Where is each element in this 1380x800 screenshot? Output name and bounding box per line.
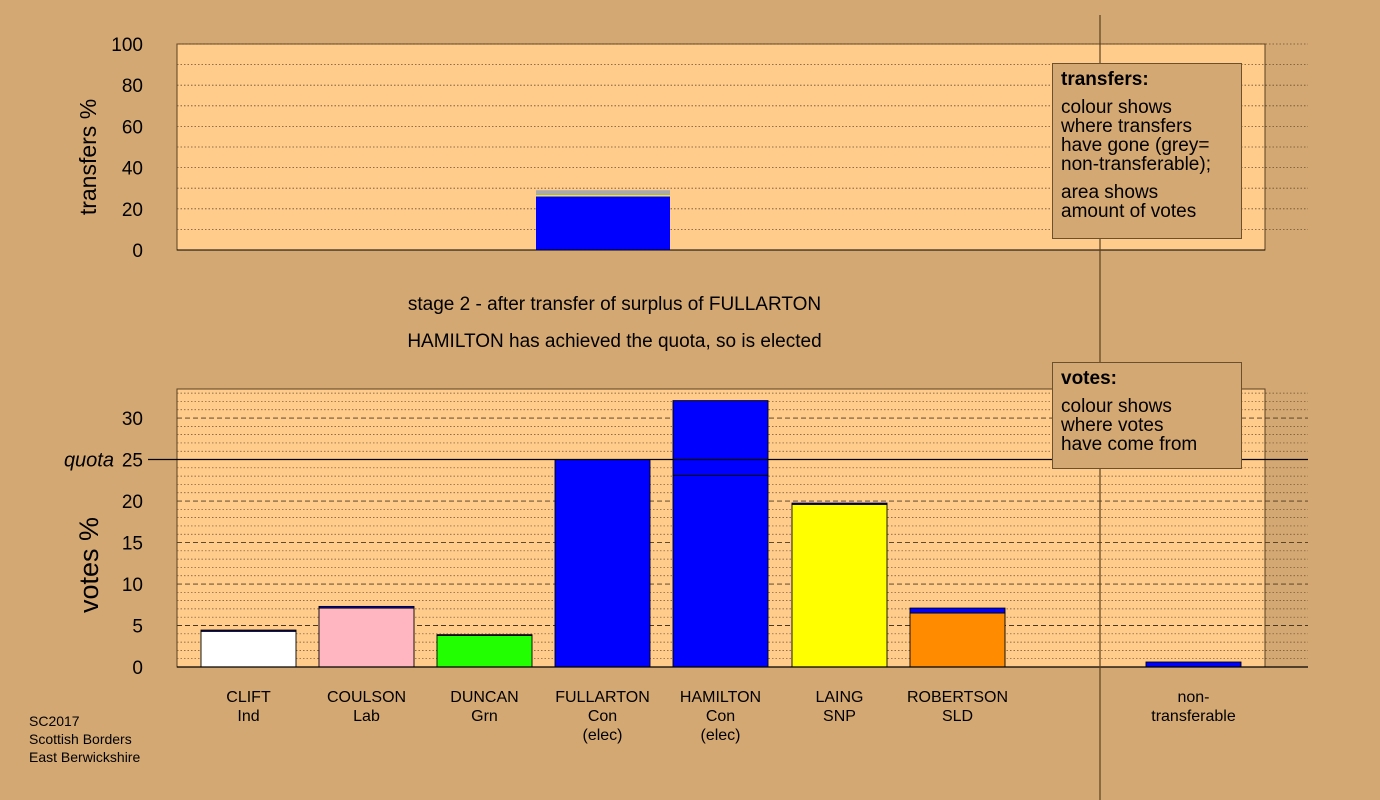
legend-line: non-transferable);	[1061, 154, 1211, 175]
transfer-bar-segment	[536, 190, 670, 196]
vote-bar-segment	[436, 634, 533, 636]
quota-label: quota	[64, 450, 114, 472]
footer: SC2017 Scottish Borders East Berwickshir…	[29, 712, 140, 766]
vote-bar-segment	[909, 607, 1006, 614]
candidate-party-label: Con	[706, 708, 735, 725]
nontransferable-bar-segment	[1145, 661, 1242, 668]
transfers-y-tick-label: 60	[122, 117, 143, 138]
nontransferable-label: non-	[1177, 689, 1209, 706]
vote-bar-segment	[672, 400, 769, 476]
candidate-name-label: CLIFT	[226, 689, 271, 706]
candidate-name-label: ROBERTSON	[907, 689, 1008, 706]
transfers-y-tick-label: 100	[111, 35, 143, 56]
candidate-name-label: LAING	[815, 689, 863, 706]
transfer-bar-segment	[536, 195, 670, 197]
transfers-legend: transfers: colour shows where transfers hav…	[1052, 63, 1242, 239]
vote-bar-segment	[200, 629, 297, 632]
candidate-name-label: FULLARTON	[555, 689, 650, 706]
nontransferable-label: transferable	[1151, 708, 1236, 725]
vote-bar-segment	[791, 503, 888, 668]
votes-y-tick-label: 5	[132, 617, 143, 638]
legend-line: where transfers	[1061, 116, 1192, 137]
vote-bar-segment	[909, 612, 1006, 668]
candidate-party-label: Con	[588, 708, 617, 725]
legend-line: have come from	[1061, 434, 1198, 455]
candidate-status-label: (elec)	[700, 727, 740, 744]
transfers-y-tick-label: 0	[132, 241, 143, 262]
vote-bar-segment	[436, 635, 533, 668]
legend-line: colour shows	[1061, 97, 1172, 118]
transfers-y-tick-label: 20	[122, 200, 143, 221]
votes-y-tick-label: 25	[122, 451, 143, 472]
vote-bar-segment	[200, 630, 297, 668]
candidate-name-label: HAMILTON	[680, 689, 761, 706]
elected-caption: HAMILTON has achieved the quota, so is e…	[407, 331, 822, 352]
votes-y-tick-label: 0	[132, 658, 143, 679]
vote-bar-segment	[672, 474, 769, 668]
transfer-bar-segment	[536, 196, 670, 250]
legend-line: amount of votes	[1061, 201, 1197, 222]
candidate-party-label: Lab	[353, 708, 380, 725]
votes-y-tick-label: 15	[122, 534, 143, 555]
stage-caption: stage 2 - after transfer of surplus of F…	[407, 294, 822, 315]
vote-bar-segment	[318, 605, 415, 609]
legend-title: votes:	[1061, 368, 1117, 389]
candidate-status-label: (elec)	[582, 727, 622, 744]
legend-line: area shows	[1061, 182, 1159, 203]
footer-line: Scottish Borders	[29, 731, 132, 747]
candidate-party-label: SLD	[942, 708, 973, 725]
transfers-y-tick-label: 80	[122, 76, 143, 97]
candidate-party-label: Grn	[471, 708, 498, 725]
footer-line: East Berwickshire	[29, 749, 141, 765]
footer-line: SC2017	[29, 713, 80, 729]
vote-bar-segment	[791, 502, 888, 505]
legend-line: where votes	[1061, 415, 1164, 436]
votes-y-tick-label: 20	[122, 492, 143, 513]
transfers-y-tick-label: 40	[122, 159, 143, 180]
votes-y-axis-label: votes %	[74, 517, 104, 613]
legend-line: have gone (grey=	[1061, 135, 1210, 156]
candidate-name-label: COULSON	[327, 689, 406, 706]
votes-legend: votes: colour shows where votes have come f…	[1052, 362, 1242, 469]
candidate-name-label: DUNCAN	[450, 689, 518, 706]
vote-bar-segment	[554, 459, 651, 668]
legend-title: transfers:	[1061, 69, 1149, 90]
legend-line: colour shows	[1061, 396, 1172, 417]
candidate-party-label: Ind	[237, 708, 259, 725]
vote-bar-segment	[318, 607, 415, 668]
votes-y-tick-label: 30	[122, 409, 143, 430]
votes-y-tick-label: 10	[122, 575, 143, 596]
candidate-party-label: SNP	[823, 708, 856, 725]
transfers-y-axis-label: transfers %	[75, 99, 101, 215]
